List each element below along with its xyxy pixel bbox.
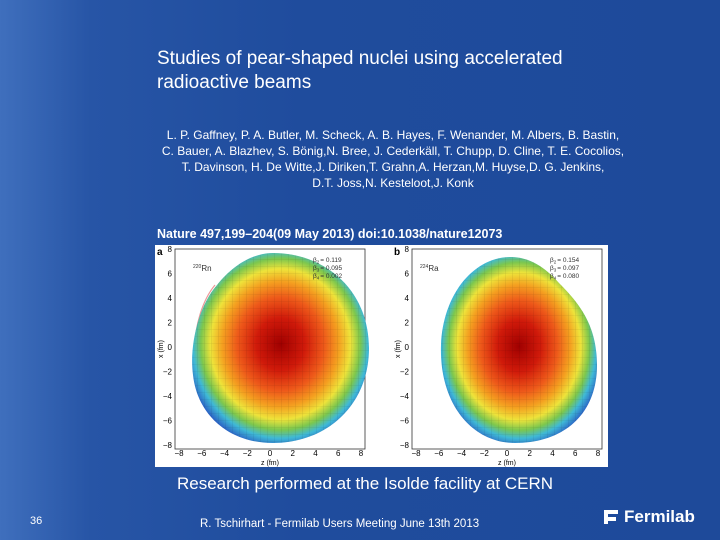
beta-subscript: 2 bbox=[317, 260, 320, 265]
x-tick-label: 8 bbox=[596, 449, 601, 458]
y-tick-label: −6 bbox=[163, 417, 173, 426]
y-tick-label: 4 bbox=[405, 294, 410, 303]
y-tick-label: 8 bbox=[405, 245, 410, 254]
citation: Nature 497,199–204(09 May 2013) doi:10.1… bbox=[157, 227, 503, 241]
beta-subscript: 4 bbox=[554, 276, 557, 281]
panel-label: a bbox=[157, 247, 163, 258]
x-tick-label: −6 bbox=[434, 449, 444, 458]
presenter: R. Tschirhart - Fermilab Users Meeting J… bbox=[200, 518, 480, 530]
y-tick-label: 4 bbox=[168, 294, 173, 303]
y-tick-label: −2 bbox=[163, 368, 173, 377]
isotope-mass: 224 bbox=[420, 264, 429, 270]
y-axis-label: x (fm) bbox=[158, 340, 165, 358]
isotope-element: Ra bbox=[428, 264, 439, 273]
beta-symbol: β bbox=[550, 265, 554, 272]
x-tick-label: −2 bbox=[480, 449, 490, 458]
isotope: 220Rn bbox=[193, 264, 212, 273]
beta: β2= 0.119 bbox=[313, 257, 342, 265]
logo-text: Fermilab bbox=[624, 507, 695, 526]
x-axis-label: z (fm) bbox=[261, 460, 279, 467]
isotope: 224Ra bbox=[420, 264, 439, 273]
y-tick-label: −8 bbox=[400, 441, 410, 450]
beta-symbol: β bbox=[550, 257, 554, 264]
y-tick-label: 0 bbox=[168, 343, 173, 352]
y-tick-label: 6 bbox=[168, 270, 173, 279]
beta-value: = 0.119 bbox=[320, 257, 342, 264]
x-tick-label: −8 bbox=[174, 449, 184, 458]
beta-symbol: β bbox=[313, 273, 317, 280]
beta-value: = 0.080 bbox=[557, 273, 579, 280]
authors: L. P. Gaffney, P. A. Butler, M. Scheck, … bbox=[140, 127, 646, 191]
x-tick-label: −8 bbox=[411, 449, 421, 458]
beta: β3= 0.097 bbox=[550, 265, 580, 273]
y-tick-label: 0 bbox=[405, 343, 410, 352]
y-tick-label: −4 bbox=[163, 392, 173, 401]
y-axis-label: x (fm) bbox=[395, 340, 402, 358]
isotope-element: Rn bbox=[201, 264, 211, 273]
x-tick-label: 2 bbox=[528, 449, 533, 458]
nucleus-mesh bbox=[192, 253, 369, 443]
x-tick-label: 4 bbox=[550, 449, 555, 458]
beta-subscript: 3 bbox=[317, 268, 320, 273]
panel-label: b bbox=[394, 247, 400, 258]
page-number: 36 bbox=[30, 515, 43, 527]
x-tick-label: 0 bbox=[268, 449, 273, 458]
caption: Research performed at the Isolde facilit… bbox=[176, 474, 554, 493]
y-tick-label: 6 bbox=[405, 270, 410, 279]
y-tick-label: 2 bbox=[168, 319, 173, 328]
y-tick-label: −8 bbox=[163, 441, 173, 450]
x-tick-label: 6 bbox=[573, 449, 578, 458]
beta: β2= 0.154 bbox=[550, 257, 580, 265]
nucleus-mesh bbox=[440, 257, 597, 443]
isotope-mass: 220 bbox=[193, 264, 202, 270]
beta-symbol: β bbox=[313, 265, 317, 272]
logo-icon bbox=[604, 510, 618, 524]
beta-value: = 0.095 bbox=[320, 265, 342, 272]
beta: β3= 0.095 bbox=[313, 265, 343, 273]
x-tick-label: −4 bbox=[220, 449, 230, 458]
x-tick-label: −2 bbox=[243, 449, 253, 458]
beta-symbol: β bbox=[550, 273, 554, 280]
x-tick-label: 6 bbox=[336, 449, 341, 458]
beta-subscript: 4 bbox=[317, 276, 320, 281]
y-tick-label: −6 bbox=[400, 417, 410, 426]
author-line: C. Bauer, A. Blazhev, S. Bönig,N. Bree, … bbox=[161, 144, 625, 158]
beta-value: = 0.097 bbox=[557, 265, 579, 272]
y-tick-label: 2 bbox=[405, 319, 410, 328]
beta-subscript: 3 bbox=[554, 268, 557, 273]
y-tick-label: 8 bbox=[168, 245, 173, 254]
beta-symbol: β bbox=[313, 257, 317, 264]
beta-value: = 0.154 bbox=[557, 257, 579, 264]
x-tick-label: −6 bbox=[197, 449, 207, 458]
author-line: D.T. Joss,N. Kesteloot,J. Konk bbox=[312, 176, 474, 190]
slide-title: Studies of pear-shaped nuclei using acce… bbox=[157, 48, 563, 93]
x-tick-label: −4 bbox=[457, 449, 467, 458]
x-tick-label: 2 bbox=[291, 449, 296, 458]
beta: β4= 0.080 bbox=[550, 273, 580, 281]
x-tick-label: 8 bbox=[359, 449, 364, 458]
beta-value: = 0.002 bbox=[320, 273, 342, 280]
logo: Fermilab bbox=[602, 507, 695, 527]
author-line: L. P. Gaffney, P. A. Butler, M. Scheck, … bbox=[166, 128, 620, 142]
x-tick-label: 0 bbox=[505, 449, 510, 458]
x-axis-label: z (fm) bbox=[498, 460, 516, 467]
y-tick-label: −2 bbox=[400, 368, 410, 377]
x-tick-label: 4 bbox=[313, 449, 318, 458]
beta: β4= 0.002 bbox=[313, 273, 343, 281]
beta-subscript: 2 bbox=[554, 260, 557, 265]
y-tick-label: −4 bbox=[400, 392, 410, 401]
author-line: T. Davinson, H. De Witte,J. Diriken,T. G… bbox=[181, 160, 605, 174]
